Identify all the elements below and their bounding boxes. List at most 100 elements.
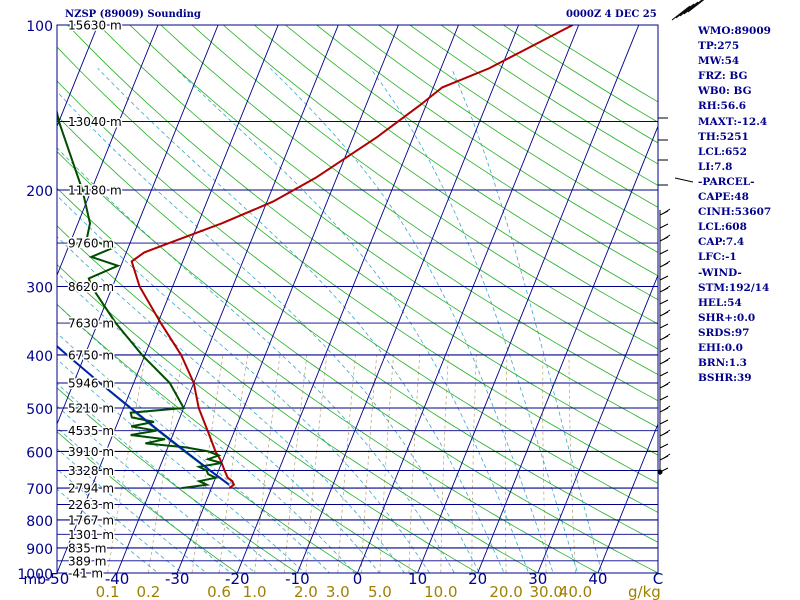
mixing-ratio-line	[360, 354, 378, 573]
stat-item: FRZ: BG	[698, 70, 748, 83]
height-label: 15630 m	[68, 19, 122, 33]
stat-item: LCL:652	[698, 145, 747, 158]
pressure-tick-label: 200	[26, 184, 53, 200]
stat-item: RH:56.6	[698, 100, 747, 113]
wind-barb	[659, 371, 669, 377]
moist-adiabat	[57, 195, 430, 573]
wind-calm-marker	[657, 469, 663, 475]
mixing-ratio-tick-label: 20.0	[489, 583, 522, 600]
moist-adiabat	[57, 236, 406, 573]
stat-item: BSHR:39	[698, 372, 752, 385]
height-label: -41 m	[68, 567, 103, 581]
wind-barb	[659, 395, 669, 401]
wind-barb-flag	[663, 357, 671, 363]
mixing-ratio-line	[254, 354, 281, 573]
mixing-ratio-tick-label: 30.0	[529, 583, 562, 600]
mixing-ratio-unit: g/kg	[628, 583, 661, 600]
dry-adiabat	[57, 303, 419, 573]
isotherm	[57, 25, 279, 573]
isotherm	[356, 25, 580, 573]
pressure-tick-label: 1000	[17, 567, 53, 583]
moist-adiabat	[451, 68, 603, 573]
mixing-ratio-tick-label: 40.0	[559, 583, 592, 600]
height-label: 3328 m	[68, 464, 114, 478]
pressure-tick-label: 700	[26, 482, 53, 498]
mixing-ratio-line	[305, 354, 328, 573]
wind-barb	[659, 275, 669, 281]
moist-adiabat	[57, 448, 208, 573]
stat-item: HEL:54	[698, 296, 742, 309]
isotherm	[176, 25, 399, 573]
stat-item: SRDS:97	[698, 326, 750, 339]
height-label: 13040 m	[68, 115, 122, 129]
wind-barb	[659, 419, 669, 425]
stat-item: CAPE:48	[698, 191, 749, 204]
stat-item: EHI:0.0	[698, 341, 743, 354]
moist-adiabat	[57, 91, 480, 573]
pressure-tick-label: 400	[26, 349, 53, 365]
dry-adiabat	[57, 264, 479, 573]
upper-wind-barb	[687, 0, 705, 13]
pressure-tick-label: 500	[26, 402, 53, 418]
dry-adiabat	[57, 387, 299, 573]
moist-adiabat	[97, 68, 505, 573]
height-label: 4535 m	[68, 424, 114, 438]
wind-barb-flag	[663, 260, 671, 266]
stat-item: CINH:53607	[698, 206, 772, 219]
stat-item: -WIND-	[698, 266, 742, 279]
isotherm	[597, 422, 658, 573]
upper-wind-barb	[675, 3, 695, 19]
height-label: 1767 m	[68, 513, 114, 527]
temperature-tick-label: 10	[408, 570, 427, 588]
temperature-tick-label: 30	[528, 570, 547, 588]
height-label: 835 m	[68, 541, 106, 555]
height-label: 7630 m	[68, 317, 114, 331]
height-label: 5210 m	[68, 402, 114, 416]
stats-panel: WMO:89009 TP:275 MW:54 FRZ: BG WB0: BG RH:56.…	[698, 24, 798, 386]
temperature-tick-label: -50	[45, 570, 70, 588]
wind-barb	[659, 323, 669, 329]
stat-item: WB0: BG	[698, 85, 752, 98]
isotherm	[537, 273, 658, 573]
isobars	[57, 25, 658, 573]
wind-barb	[659, 223, 669, 229]
moist-adiabat	[57, 147, 455, 573]
mixing-ratio-tick-label: 2.0	[294, 583, 318, 600]
wind-barb-flag	[663, 381, 671, 387]
parcel-trace	[57, 344, 230, 486]
isotherm	[57, 25, 99, 128]
height-label: 2794 m	[68, 482, 114, 496]
wind-barb-flag	[663, 333, 671, 339]
temperature-tick-label: -20	[225, 570, 250, 588]
temperature-tick-label: 20	[468, 570, 487, 588]
stat-item: SHR+:0.0	[698, 311, 756, 324]
stat-item: LFC:-1	[698, 251, 737, 264]
wind-barb	[659, 347, 669, 353]
mixing-ratio-tick-label: 10.0	[424, 583, 457, 600]
upper-wind-barb	[671, 5, 691, 21]
isotherm	[477, 125, 658, 573]
wind-barb-flag	[663, 453, 671, 459]
sounding-traces	[57, 25, 574, 490]
pressure-tick-label: 800	[26, 514, 53, 530]
mixing-ratio-tick-label: 0.2	[136, 583, 160, 600]
wind-barb	[659, 443, 669, 449]
stat-item: BRN:1.3	[698, 357, 747, 370]
wind-barb-flag	[663, 429, 671, 435]
wind-barb	[659, 249, 669, 255]
pressure-tick-label: 900	[26, 542, 53, 558]
stat-item: LCL:608	[698, 221, 747, 234]
height-label: 8620 m	[68, 280, 114, 294]
x-axis-label: C	[653, 570, 663, 588]
stat-item: CAP:7.4	[698, 236, 745, 249]
isotherm	[417, 25, 640, 573]
mixing-ratio-tick-label: 5.0	[368, 583, 392, 600]
stat-item: STM:192/14	[698, 281, 770, 294]
dewpoint-trace	[57, 108, 222, 490]
stat-item: WMO:89009	[698, 25, 771, 37]
moist-adiabat	[175, 68, 530, 573]
stat-item: TP:275	[698, 40, 740, 53]
moist-adiabats	[57, 68, 603, 573]
mixing-ratio-line	[337, 354, 356, 573]
